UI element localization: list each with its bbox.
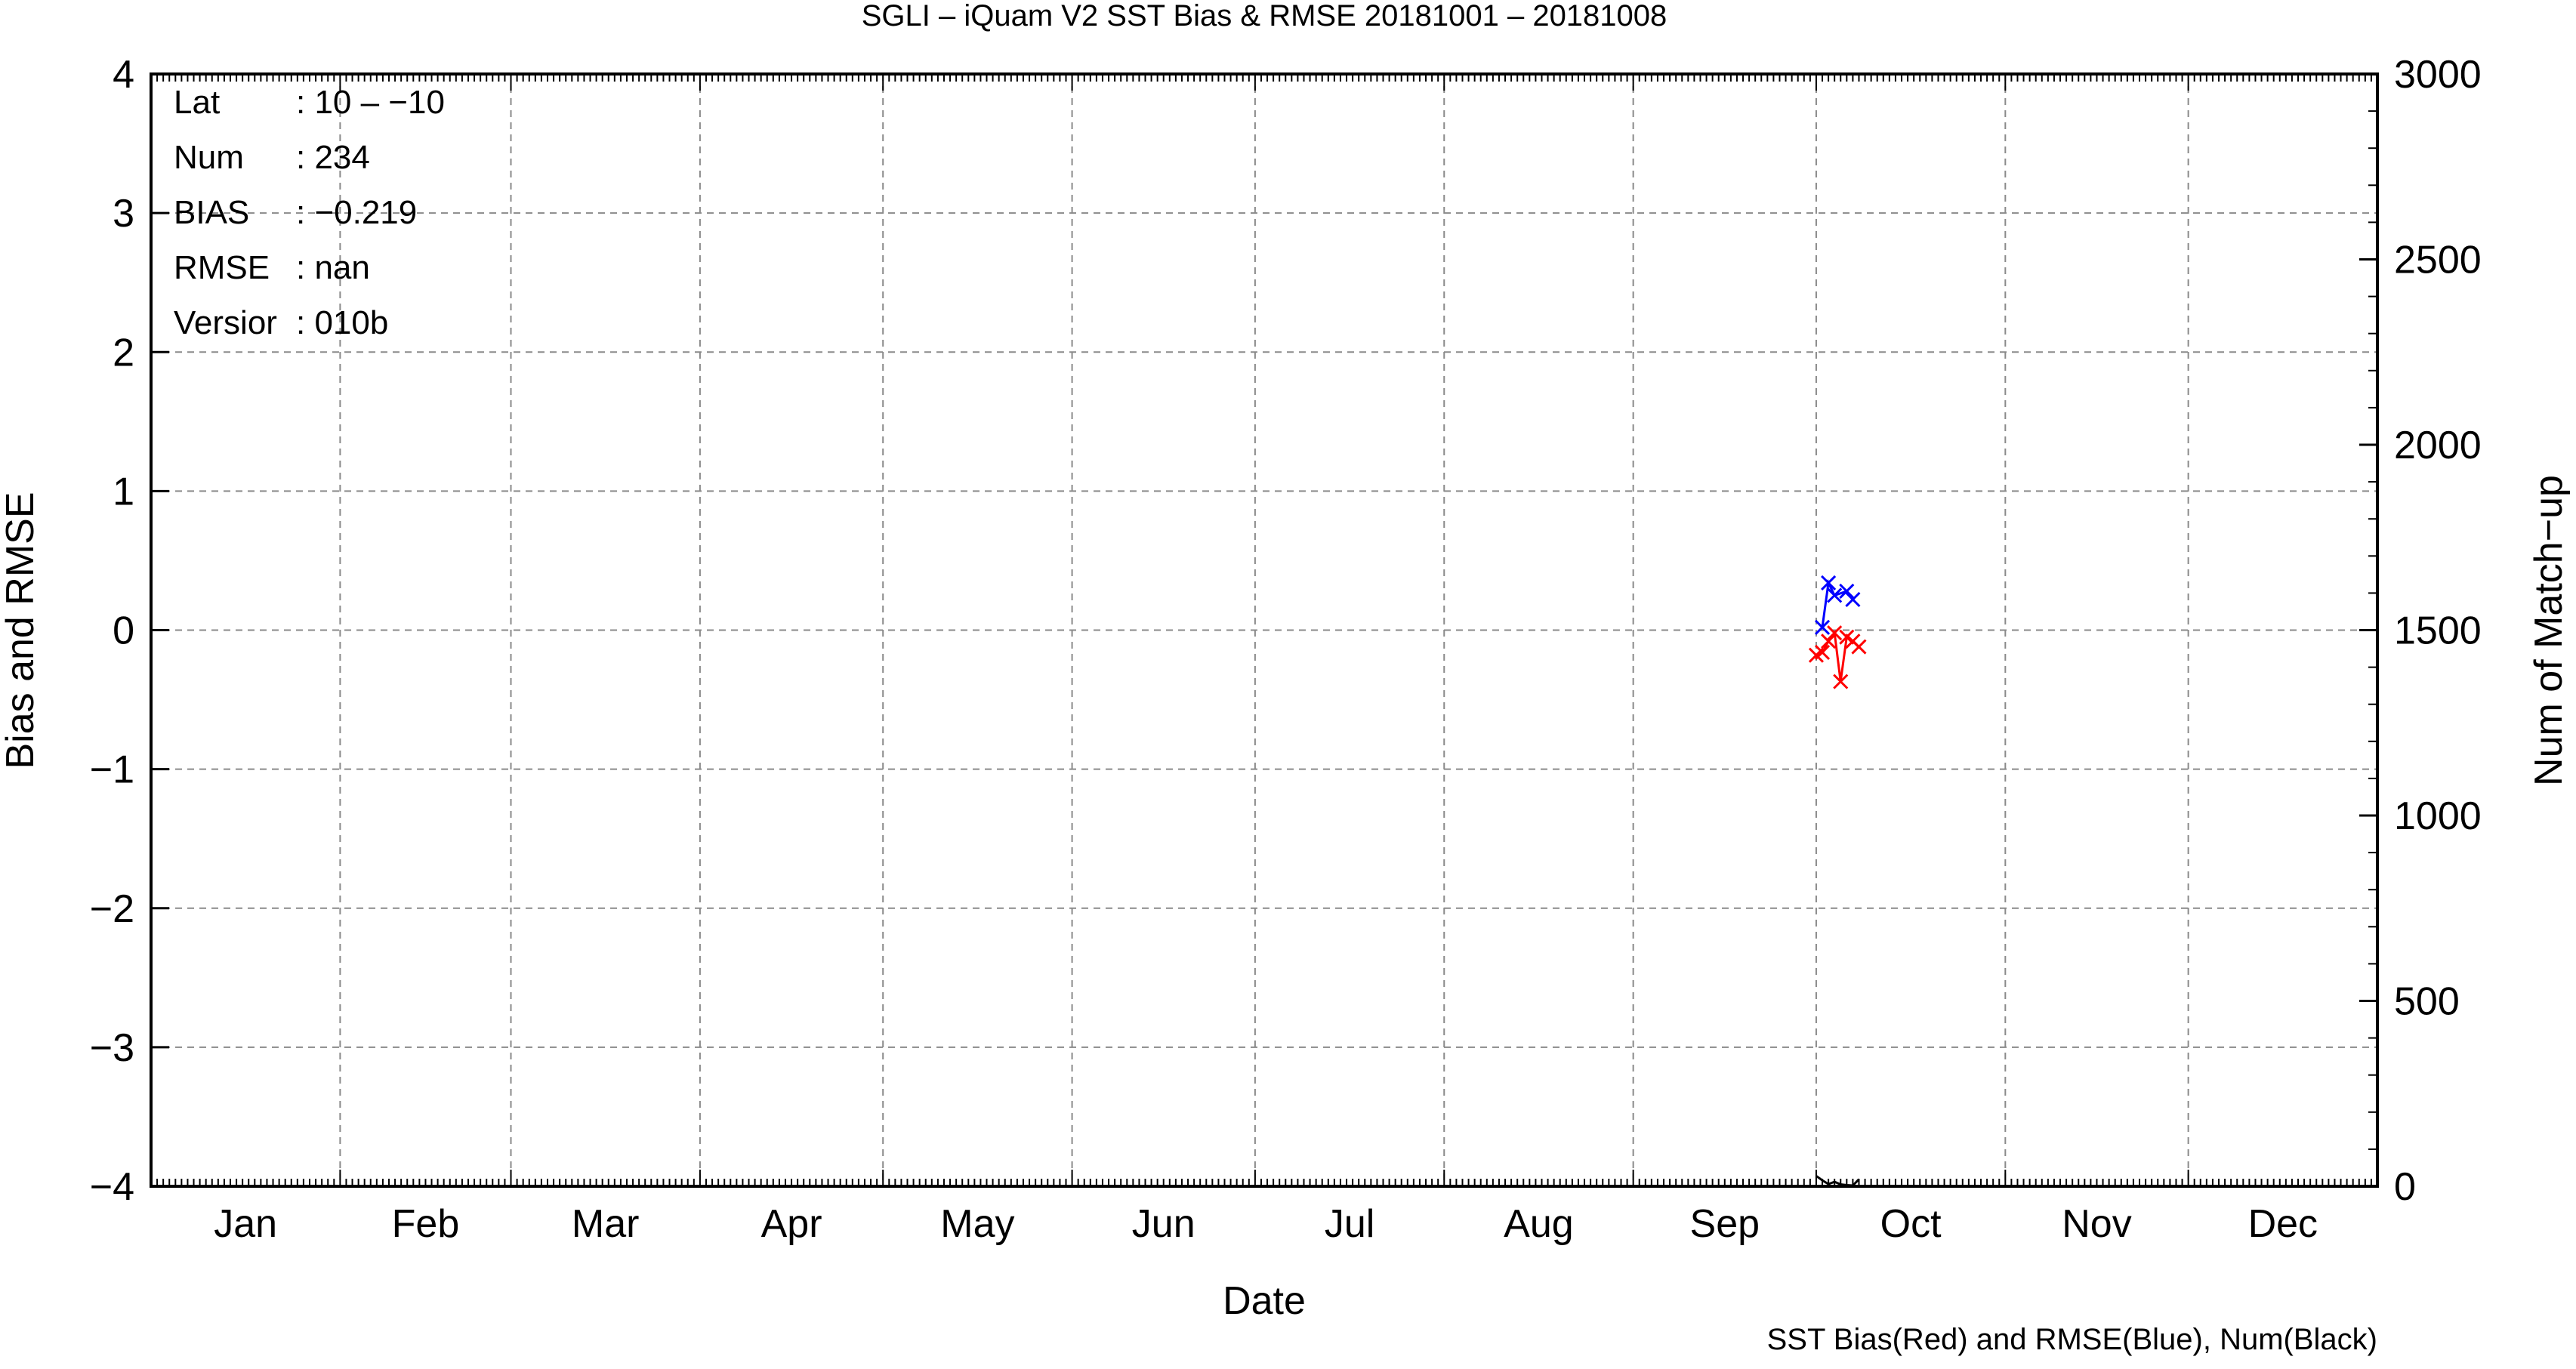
x-tick-label: Jan — [214, 1202, 277, 1246]
rmse-point — [1814, 619, 1831, 635]
rmse-point — [1827, 587, 1843, 603]
stats-key: Versior — [174, 304, 277, 341]
stats-value: : nan — [296, 249, 370, 286]
y-tick-label: 2 — [113, 331, 134, 375]
rmse-point — [1845, 591, 1861, 608]
y-axis-label: Bias and RMSE — [0, 492, 42, 769]
chart-title: SGLI – iQuam V2 SST Bias & RMSE 20181001… — [862, 0, 1667, 32]
bias-point — [1814, 644, 1831, 661]
plot-frame — [150, 72, 2379, 1188]
y2-axis-label: Num of Match−up — [2527, 475, 2571, 786]
y2-tick-label: 2500 — [2394, 239, 2482, 282]
x-tick-label: Apr — [761, 1202, 822, 1246]
stats-key: Num — [174, 139, 244, 176]
x-tick-label: Nov — [2062, 1202, 2131, 1246]
stats-value: : 234 — [296, 139, 370, 176]
y2-tick-label: 1500 — [2394, 609, 2482, 653]
y-tick-label: −1 — [90, 748, 134, 792]
rmse-point — [1821, 575, 1837, 590]
data-marks — [1808, 575, 1867, 1187]
y-tick-label: −2 — [90, 887, 134, 931]
x-tick-label: Mar — [572, 1202, 640, 1246]
tick-labels: Jan Feb Mar Apr May Jun Jul Aug Sep Oct Nov Dec −4 −3… — [90, 53, 2482, 1246]
x-tick-label: Sep — [1690, 1202, 1760, 1246]
y-tick-label: 1 — [113, 470, 134, 513]
x-tick-label: Feb — [392, 1202, 460, 1246]
y-tick-label: −3 — [90, 1026, 134, 1070]
x-tick-label: Dec — [2248, 1202, 2318, 1246]
stats-box: Lat : 10 – −10 Num : 234 BIAS : −0.219 RMSE : n… — [174, 84, 445, 341]
bias-point — [1851, 639, 1867, 655]
x-tick-label: Aug — [1504, 1202, 1574, 1246]
x-tick-label: May — [940, 1202, 1014, 1246]
bias-point — [1821, 634, 1837, 649]
x-tick-label: Jul — [1325, 1202, 1374, 1246]
y-tick-label: 3 — [113, 192, 134, 236]
bias-point — [1833, 674, 1849, 689]
stats-key: Lat — [174, 84, 220, 121]
gridlines — [151, 74, 2377, 1186]
rmse-point — [1839, 583, 1855, 600]
x-tick-label: Oct — [1880, 1202, 1942, 1246]
stats-key: RMSE — [174, 249, 270, 286]
y-tick-label: −4 — [90, 1165, 134, 1209]
y-tick-label: 0 — [113, 609, 134, 653]
x-axis-label: Date — [1223, 1279, 1306, 1323]
y2-tick-label: 500 — [2394, 980, 2460, 1024]
stats-value: : −0.219 — [296, 194, 417, 231]
stats-value: : 010b — [296, 304, 388, 341]
x-tick-label: Jun — [1132, 1202, 1195, 1246]
y2-tick-label: 1000 — [2394, 794, 2482, 838]
y2-tick-label: 2000 — [2394, 424, 2482, 467]
y2-tick-label: 3000 — [2394, 53, 2482, 97]
bias-point — [1827, 625, 1843, 641]
stats-key: BIAS — [174, 194, 249, 231]
y2-tick-label: 0 — [2394, 1165, 2416, 1209]
stats-value: : 10 – −10 — [296, 84, 445, 121]
y-tick-label: 4 — [113, 53, 134, 97]
footnote: SST Bias(Red) and RMSE(Blue), Num(Black) — [1767, 1323, 2377, 1356]
